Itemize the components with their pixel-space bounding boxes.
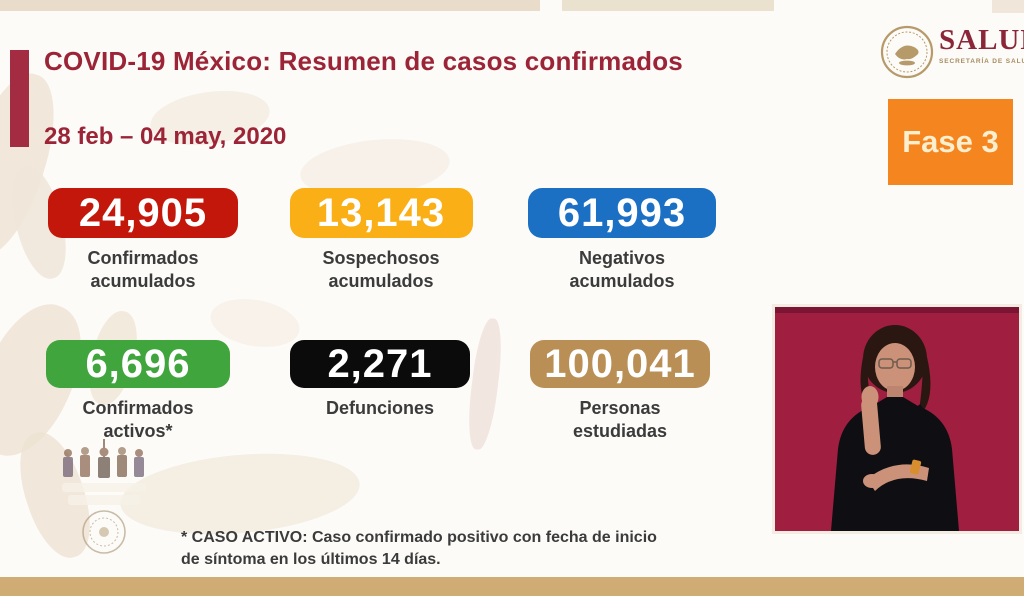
phase-badge: Fase 3 [888,99,1013,185]
stat-value: 6,696 [85,341,191,386]
page-title: COVID-19 México: Resumen de casos confir… [44,46,683,76]
salud-logo-text: SALUD SECRETARÍA DE SALUD [939,24,1024,66]
stat-label-line: Sospechosos [322,248,440,268]
stat-value-pill: 24,905 [48,188,238,238]
stat-label-line: acumulados [569,271,675,292]
stat-label-line: Defunciones [325,398,435,418]
stat-value-pill: 61,993 [528,188,716,238]
interpreter-illustration [775,307,1019,531]
stat-label-line: activos* [103,421,173,442]
stat-value: 24,905 [78,190,208,235]
stat-defunciones: 2,271 Defunciones [270,340,490,420]
bottom-bar [0,577,1024,596]
stat-value: 13,143 [316,190,446,235]
stat-label: Defunciones [326,397,434,420]
stat-value: 2,271 [327,341,433,386]
gobierno-de-mexico-watermark-icon [56,437,152,555]
stat-confirmados-activos: 6,696 Confirmados activos* [28,340,248,443]
phase-badge-label: Fase 3 [902,124,999,159]
salud-logo-subtitle: SECRETARÍA DE SALUD [939,58,1024,66]
stat-value-pill: 2,271 [290,340,470,388]
salud-seal-icon [880,25,934,84]
salud-logo: SALUD SECRETARÍA DE SALUD [880,25,1024,84]
salud-logo-name: SALUD [939,24,1024,56]
footnote-line-2: de síntoma en los últimos 14 días. [181,551,441,568]
stat-label: Negativos acumulados [569,247,674,293]
stat-label: Sospechosos acumulados [322,247,439,293]
title-accent-bar [10,50,29,147]
stat-label-line: Negativos [578,248,666,268]
stat-value: 100,041 [544,341,696,386]
stat-value-pill: 6,696 [46,340,230,388]
stat-value-pill: 100,041 [530,340,710,388]
date-range: 28 feb – 04 may, 2020 [44,123,287,150]
background-pattern [0,0,540,11]
stat-label-line: acumulados [90,271,196,292]
stat-label: Confirmados activos* [82,397,193,443]
background-pattern [992,0,1024,13]
stat-label-line: Confirmados [87,248,199,268]
footnote: * CASO ACTIVO: Caso confirmado positivo … [181,527,657,571]
stat-value: 61,993 [557,190,687,235]
stat-label-line: acumulados [328,271,434,292]
stat-label: Confirmados acumulados [87,247,198,293]
background-pattern [562,0,774,11]
sign-language-interpreter-video [772,304,1022,534]
stat-negativos-acumulados: 61,993 Negativos acumulados [512,188,732,293]
stat-confirmados-acumulados: 24,905 Confirmados acumulados [33,188,253,293]
stat-value-pill: 13,143 [289,188,473,238]
stat-sospechosos-acumulados: 13,143 Sospechosos acumulados [271,188,491,293]
footnote-line-1: * CASO ACTIVO: Caso confirmado positivo … [181,529,657,546]
stat-label: Personas estudiadas [573,397,667,443]
interpreter-video-feed [775,307,1019,531]
stat-personas-estudiadas: 100,041 Personas estudiadas [510,340,730,443]
stat-label-line: estudiadas [572,421,668,442]
stat-label-line: Confirmados [82,398,194,418]
stat-label-line: Personas [579,398,661,418]
